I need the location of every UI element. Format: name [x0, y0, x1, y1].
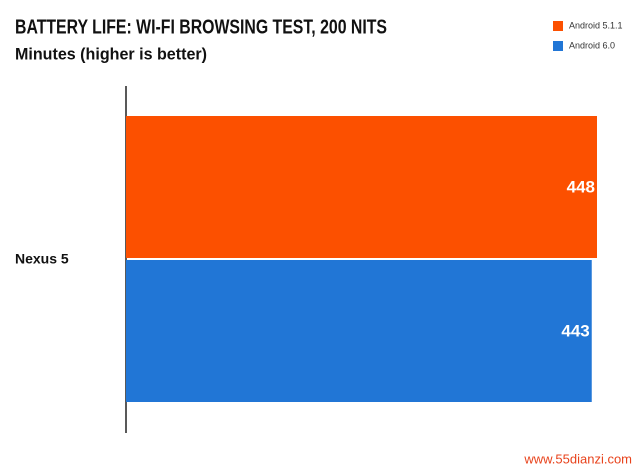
legend-swatch: [553, 21, 563, 31]
value-label: 443: [561, 321, 589, 340]
legend-label: Android 5.1.1: [569, 20, 623, 30]
bar: [126, 116, 597, 258]
y-tick-label: Nexus 5: [15, 251, 69, 267]
watermark: www.55dianzi.com: [523, 451, 632, 466]
bar: [126, 260, 592, 402]
value-label: 448: [567, 177, 595, 196]
chart-title: BATTERY LIFE: WI-FI BROWSING TEST, 200 N…: [15, 16, 387, 38]
legend-swatch: [553, 41, 563, 51]
legend-label: Android 6.0: [569, 40, 615, 50]
chart-subtitle: Minutes (higher is better): [15, 44, 207, 63]
